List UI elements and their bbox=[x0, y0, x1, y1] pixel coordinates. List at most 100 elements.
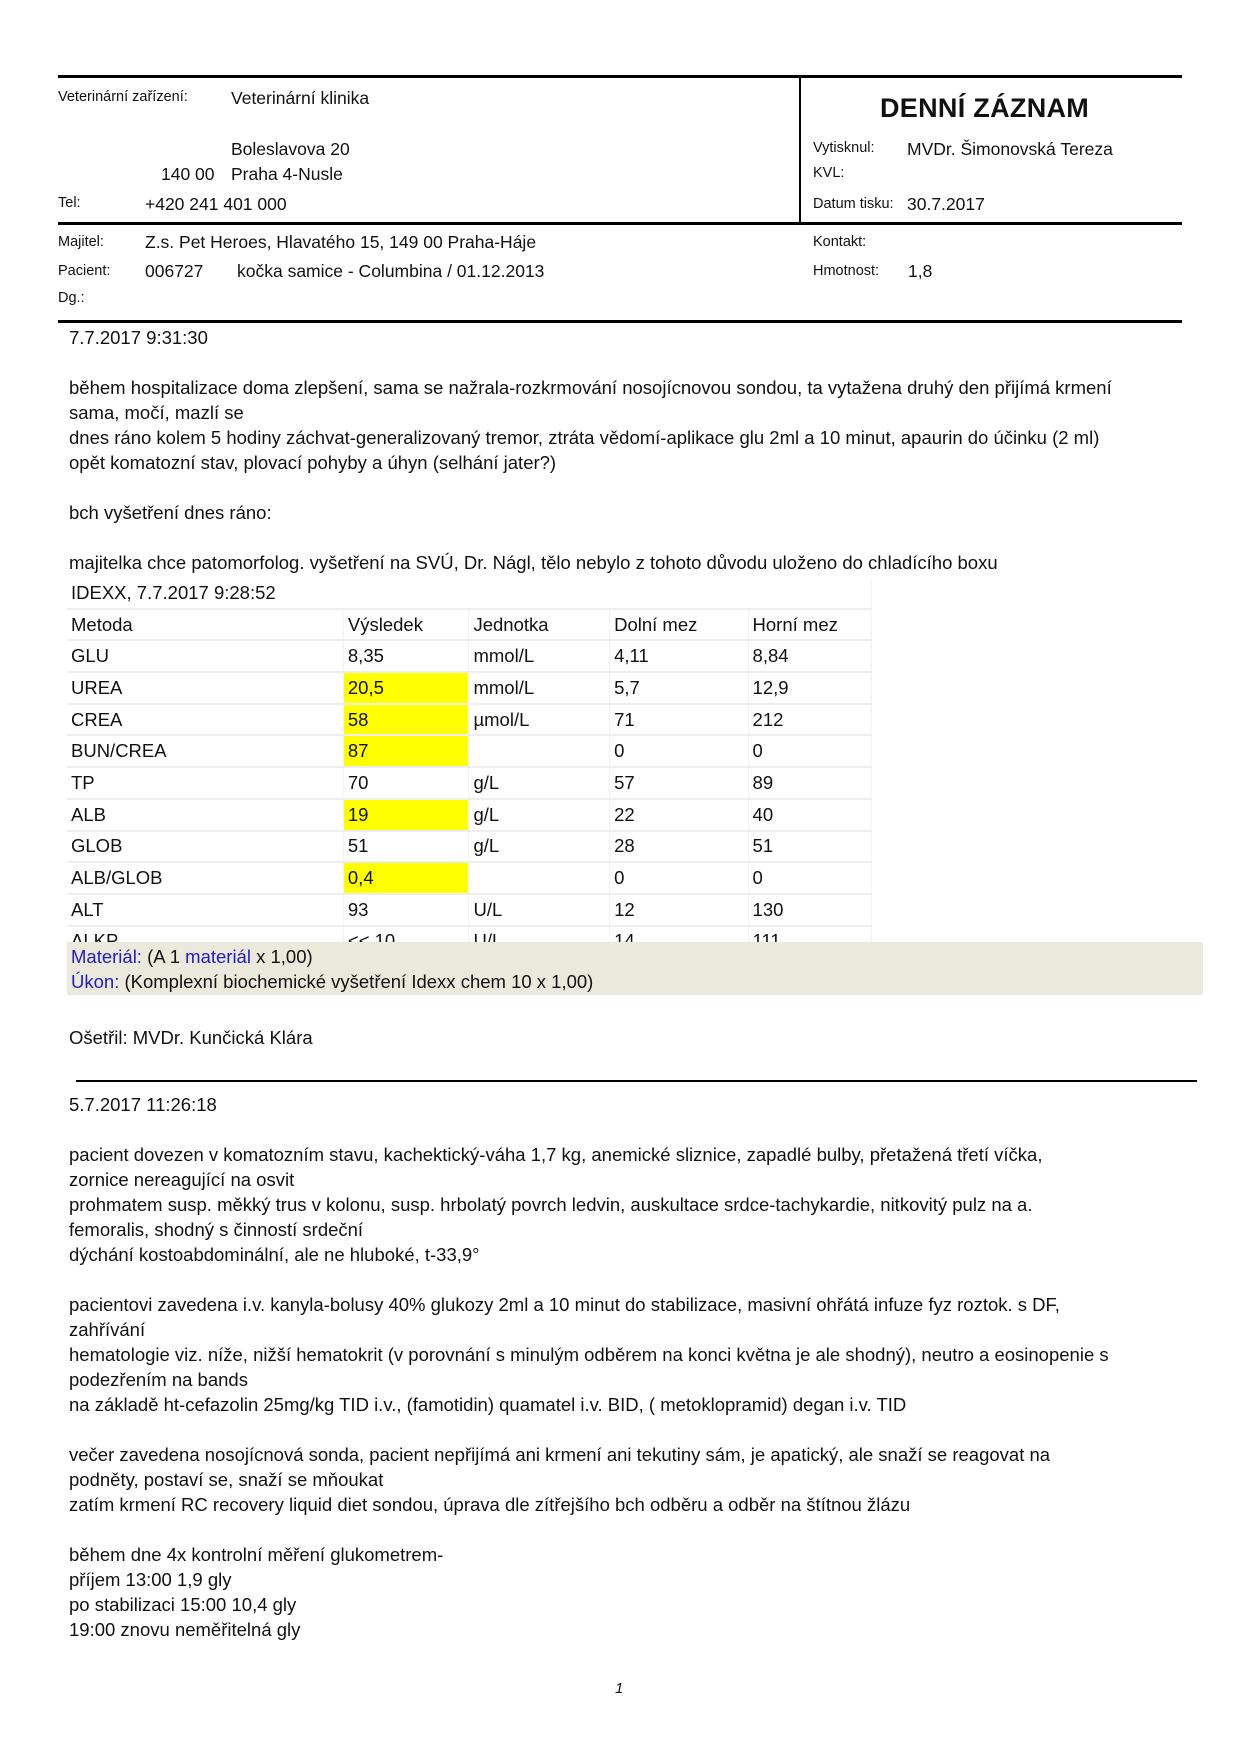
table-row: GLU 8,35 mmol/L 4,11 8,84 bbox=[67, 640, 873, 674]
material-post: x 1,00) bbox=[250, 946, 313, 967]
note-line: zahřívání bbox=[69, 1319, 146, 1340]
cell-method: ALB bbox=[67, 798, 344, 832]
contact-label: Kontakt: bbox=[813, 234, 867, 250]
cell-unit: mmol/L bbox=[468, 640, 611, 674]
facility-name: Veterinární klinika bbox=[231, 88, 370, 108]
procedure-value: (Komplexní biochemické vyšetření Idexx c… bbox=[119, 971, 594, 992]
cell-method: ALT bbox=[67, 893, 344, 927]
note-line: prohmatem susp. měkký trus v kolonu, sus… bbox=[69, 1194, 1033, 1215]
note-line: zornice nereagující na osvit bbox=[69, 1169, 295, 1190]
note-line: pacientovi zavedena i.v. kanyla-bolusy 4… bbox=[69, 1294, 1060, 1315]
cell-high: 0 bbox=[748, 735, 873, 769]
facility-zip: 140 00 bbox=[161, 164, 215, 184]
cell-result: 0,4 bbox=[343, 862, 470, 895]
col-header-low: Dolní mez bbox=[609, 608, 749, 642]
col-header-method: Metoda bbox=[67, 608, 344, 642]
cell-unit: g/L bbox=[468, 798, 611, 832]
table-row: ALB 19 g/L 22 40 bbox=[67, 798, 873, 832]
header-divider bbox=[799, 76, 801, 224]
tel-value: +420 241 401 000 bbox=[145, 194, 287, 214]
cell-result: 8,35 bbox=[343, 640, 470, 674]
entry-datetime: 7.7.2017 9:31:30 bbox=[69, 327, 208, 348]
table-row: CREA 58 µmol/L 71 212 bbox=[67, 703, 873, 737]
cell-unit bbox=[468, 862, 611, 895]
header-bottom-rule bbox=[58, 222, 1182, 225]
cell-low: 22 bbox=[609, 798, 749, 832]
cell-low: 28 bbox=[609, 830, 749, 864]
note-line: femoralis, shodný s činností srdeční bbox=[69, 1219, 364, 1240]
note-line: bch vyšetření dnes ráno: bbox=[69, 502, 272, 523]
cell-unit: U/L bbox=[468, 893, 611, 927]
cell-high: 51 bbox=[748, 830, 873, 864]
cell-high: 8,84 bbox=[748, 640, 873, 674]
col-header-unit: Jednotka bbox=[468, 608, 611, 642]
lab-title: IDEXX, 7.7.2017 9:28:52 bbox=[67, 578, 872, 610]
note-line: pacient dovezen v komatozním stavu, kach… bbox=[69, 1144, 1043, 1165]
facility-street: Boleslavova 20 bbox=[231, 139, 350, 159]
owner-value: Z.s. Pet Heroes, Hlavatého 15, 149 00 Pr… bbox=[145, 232, 537, 252]
patient-desc: kočka samice - Columbina / 01.12.2013 bbox=[237, 261, 545, 281]
note-line: zatím krmení RC recovery liquid diet son… bbox=[69, 1494, 911, 1515]
cell-method: TP bbox=[67, 767, 344, 800]
cell-result: 58 bbox=[343, 703, 470, 737]
cell-high: 40 bbox=[748, 798, 873, 832]
table-row: TP 70 g/L 57 89 bbox=[67, 767, 873, 800]
note-line: během hospitalizace doma zlepšení, sama … bbox=[69, 377, 1112, 398]
note-line: hematologie viz. níže, nižší hematokrit … bbox=[69, 1344, 1109, 1365]
cell-method: CREA bbox=[67, 703, 344, 737]
material-link[interactable]: materiál bbox=[185, 946, 251, 967]
note-line: podezřením na bands bbox=[69, 1369, 248, 1390]
cell-unit: µmol/L bbox=[468, 703, 611, 737]
print-date-label: Datum tisku: bbox=[813, 196, 894, 212]
table-row: BUN/CREA 87 0 0 bbox=[67, 735, 873, 769]
cell-result: 19 bbox=[343, 798, 470, 832]
cell-low: 4,11 bbox=[609, 640, 749, 674]
tel-label: Tel: bbox=[58, 195, 81, 211]
note-line: dnes ráno kolem 5 hodiny záchvat-general… bbox=[69, 427, 1100, 448]
table-row: UREA 20,5 mmol/L 5,7 12,9 bbox=[67, 672, 873, 705]
facility-label: Veterinární zařízení: bbox=[58, 89, 188, 105]
note-line: večer zavedena nosojícnová sonda, pacien… bbox=[69, 1444, 1051, 1465]
entry-separator bbox=[76, 1080, 1197, 1082]
dg-label: Dg.: bbox=[58, 290, 85, 306]
cell-method: ALB/GLOB bbox=[67, 862, 344, 895]
cell-high: 212 bbox=[748, 703, 873, 737]
printed-by-value: MVDr. Šimonovská Tereza bbox=[907, 139, 1113, 159]
note-line: majitelka chce patomorfolog. vyšetření n… bbox=[69, 552, 998, 573]
procedure-label: Úkon: bbox=[71, 971, 120, 992]
note-line: podněty, postaví se, snaží se mňoukat bbox=[69, 1469, 384, 1490]
patient-bottom-rule bbox=[58, 320, 1182, 323]
cell-low: 57 bbox=[609, 767, 749, 800]
cell-result: 20,5 bbox=[343, 672, 470, 705]
table-row: GLOB 51 g/L 28 51 bbox=[67, 830, 873, 864]
cell-result: 87 bbox=[343, 735, 470, 769]
printed-by-label: Vytisknul: bbox=[813, 140, 875, 156]
lab-results-table: IDEXX, 7.7.2017 9:28:52 Metoda Výsledek … bbox=[67, 578, 873, 959]
document-title: DENNÍ ZÁZNAM bbox=[880, 93, 1090, 123]
cell-unit: g/L bbox=[468, 767, 611, 800]
print-date-value: 30.7.2017 bbox=[907, 194, 985, 214]
cell-unit: g/L bbox=[468, 830, 611, 864]
cell-result: 93 bbox=[343, 893, 470, 927]
note-line: na základě ht-cefazolin 25mg/kg TID i.v.… bbox=[69, 1394, 907, 1415]
col-header-high: Horní mez bbox=[748, 608, 873, 642]
cell-method: GLU bbox=[67, 640, 344, 674]
cell-high: 130 bbox=[748, 893, 873, 927]
cell-unit bbox=[468, 735, 611, 769]
cell-result: 51 bbox=[343, 830, 470, 864]
note-line: během dne 4x kontrolní měření glukometre… bbox=[69, 1544, 444, 1565]
lab-title-row: IDEXX, 7.7.2017 9:28:52 bbox=[67, 578, 872, 610]
cell-method: GLOB bbox=[67, 830, 344, 864]
cell-low: 71 bbox=[609, 703, 749, 737]
cell-low: 5,7 bbox=[609, 672, 749, 705]
patient-id: 006727 bbox=[145, 261, 204, 281]
patient-label: Pacient: bbox=[58, 263, 111, 279]
table-row: ALB/GLOB 0,4 0 0 bbox=[67, 862, 873, 895]
cell-result: 70 bbox=[343, 767, 470, 800]
entry-1: 7.7.2017 9:31:30 během hospitalizace dom… bbox=[69, 325, 1112, 575]
page-number: 1 bbox=[615, 1680, 624, 1697]
note-line: po stabilizaci 15:00 10,4 gly bbox=[69, 1594, 297, 1615]
material-pre: (A 1 bbox=[141, 946, 186, 967]
note-line: sama, močí, mazlí se bbox=[69, 402, 244, 423]
note-line: příjem 13:00 1,9 gly bbox=[69, 1569, 232, 1590]
